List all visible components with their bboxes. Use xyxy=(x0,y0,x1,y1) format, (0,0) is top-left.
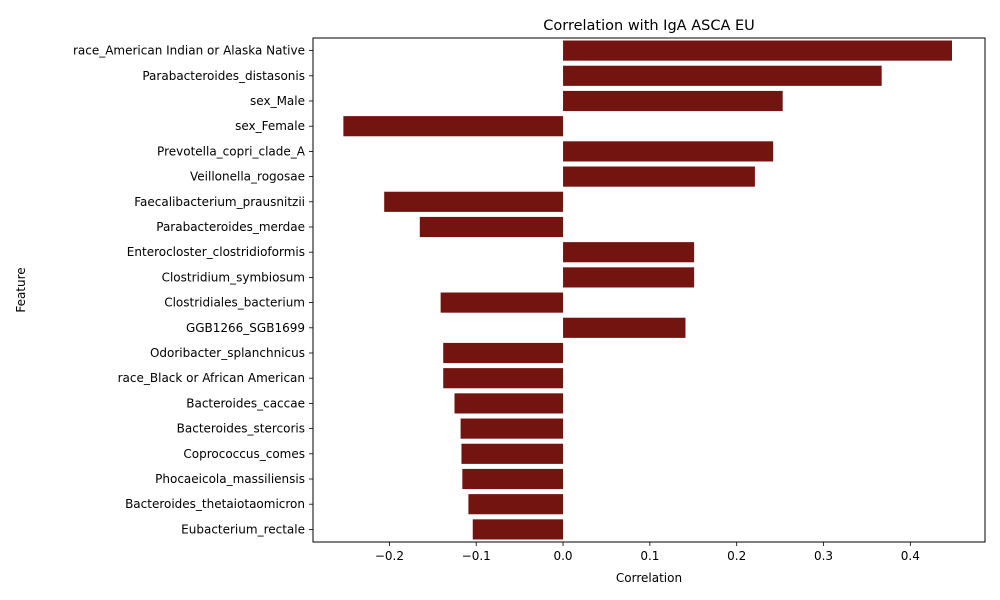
bar-phocaeicola-massiliensis xyxy=(462,468,564,490)
y-tick-label: Parabacteroides_distasonis xyxy=(142,69,305,83)
bar-race-american-indian-or-alaska-native xyxy=(563,40,953,61)
bar-clostridium-symbiosum xyxy=(563,267,695,288)
x-tick-label: −0.1 xyxy=(462,549,491,563)
bar-eubacterium-rectale xyxy=(472,519,564,540)
y-tick-label: Coprococcus_comes xyxy=(183,447,305,461)
bar-bacteroides-caccae xyxy=(454,393,564,414)
bar-parabacteroides-distasonis xyxy=(563,65,882,86)
bar-odoribacter-splanchnicus xyxy=(443,342,564,364)
x-tick-label: 0.0 xyxy=(553,549,572,563)
x-tick-label: −0.2 xyxy=(375,549,404,563)
y-tick-label: GGB1266_SGB1699 xyxy=(186,321,305,335)
y-tick-label: Enterocloster_clostridioformis xyxy=(127,245,305,259)
y-tick-label: Eubacterium_rectale xyxy=(181,522,305,536)
y-tick-label: sex_Female xyxy=(235,119,305,133)
x-tick-label: 0.1 xyxy=(640,549,659,563)
chart-title: Correlation with IgA ASCA EU xyxy=(543,18,755,34)
bar-bacteroides-stercoris xyxy=(460,418,564,439)
y-tick-label: Clostridium_symbiosum xyxy=(162,270,305,284)
bar-clostridiales-bacterium xyxy=(440,292,564,313)
y-tick-label: race_Black or African American xyxy=(118,371,305,385)
y-tick-label: Bacteroides_thetaiotaomicron xyxy=(125,497,305,511)
bars-group xyxy=(343,40,953,540)
y-tick-label: Prevotella_copri_clade_A xyxy=(157,144,306,158)
x-axis-ticks: −0.2 −0.1 0.0 0.1 0.2 0.3 0.4 xyxy=(375,542,920,563)
y-tick-label: Veillonella_rogosae xyxy=(190,170,305,184)
y-tick-label: Bacteroides_stercoris xyxy=(177,422,305,436)
y-tick-label: race_American Indian or Alaska Native xyxy=(73,44,305,58)
y-tick-label: Faecalibacterium_prausnitzii xyxy=(134,195,305,209)
y-tick-label: Odoribacter_splanchnicus xyxy=(150,346,305,360)
x-tick-label: 0.2 xyxy=(727,549,746,563)
y-axis-label: Feature xyxy=(14,267,28,312)
bar-sex-male xyxy=(563,90,783,112)
bar-parabacteroides-merdae xyxy=(419,216,564,238)
y-tick-label: sex_Male xyxy=(250,94,305,108)
bar-veillonella-rogosae xyxy=(563,166,755,187)
y-axis-ticks: race_American Indian or Alaska Native Par… xyxy=(73,44,313,536)
bar-enterocloster-clostridioformis xyxy=(563,242,695,263)
x-tick-label: 0.4 xyxy=(901,549,920,563)
bar-sex-female xyxy=(343,116,564,137)
bar-coprococcus-comes xyxy=(461,443,564,464)
x-axis-label: Correlation xyxy=(616,571,682,585)
plot-frame xyxy=(312,37,986,543)
bar-bacteroides-thetaiotaomicron xyxy=(468,494,564,515)
bar-ggb1266-sgb1699 xyxy=(563,317,686,338)
bar-race-black-or-african-american xyxy=(443,368,564,389)
y-tick-label: Phocaeicola_massiliensis xyxy=(155,472,305,486)
bar-prevotella-copri-clade-a xyxy=(563,141,774,162)
y-tick-label: Parabacteroides_merdae xyxy=(156,220,305,234)
x-tick-label: 0.3 xyxy=(814,549,833,563)
bar-faecalibacterium-prausnitzii xyxy=(384,191,564,212)
y-tick-label: Clostridiales_bacterium xyxy=(164,296,305,310)
y-tick-label: Bacteroides_caccae xyxy=(186,396,305,410)
